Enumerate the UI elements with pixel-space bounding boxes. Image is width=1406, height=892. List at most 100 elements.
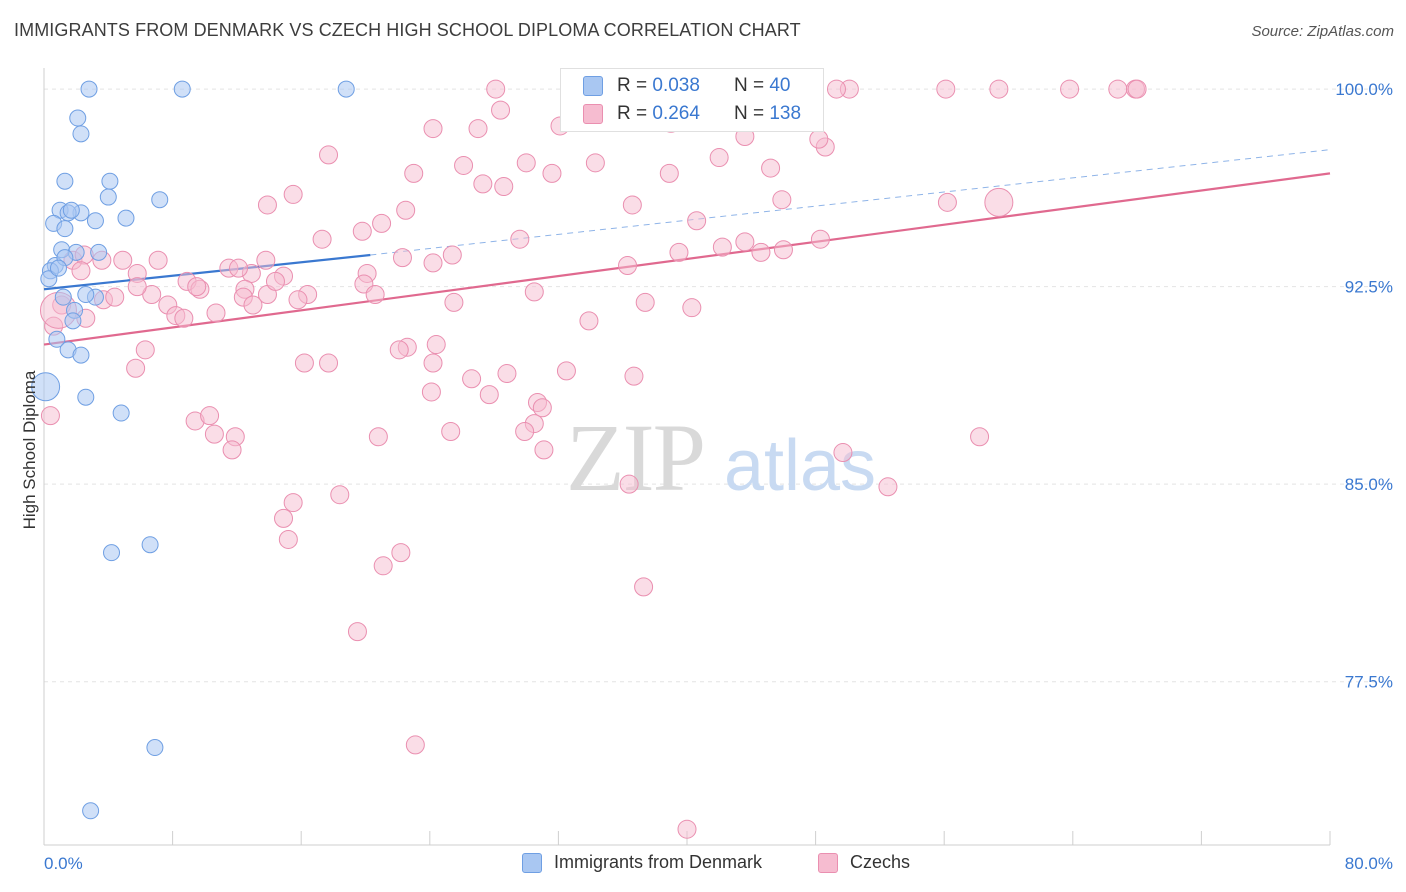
czech-point — [773, 240, 793, 260]
legend-item-denmark[interactable]: Immigrants from Denmark — [522, 852, 762, 873]
czech-point — [392, 248, 412, 268]
czech-point — [510, 229, 530, 249]
czech-point — [1127, 79, 1147, 99]
tick-labels: 77.5% 85.0% 92.5% 100.0% 0.0% 80.0% — [44, 80, 1393, 873]
czech-point — [761, 158, 781, 178]
czech-point — [635, 292, 655, 312]
czech-point — [274, 508, 294, 528]
czech-point — [404, 163, 424, 183]
denmark-points — [31, 80, 355, 820]
czech-point — [810, 229, 830, 249]
czech-point — [454, 155, 474, 175]
czech-point — [516, 153, 536, 173]
denmark-point — [62, 201, 80, 219]
denmark-point — [101, 172, 119, 190]
czech-point — [1108, 79, 1128, 99]
czech-point — [294, 353, 314, 373]
czech-point — [687, 211, 707, 231]
czech-point — [989, 79, 1009, 99]
r-value-czech: 0.264 — [652, 103, 700, 124]
czech-trend-line — [43, 172, 1331, 346]
czech-point — [423, 119, 443, 139]
czech-point — [257, 195, 277, 215]
czech-point — [312, 229, 332, 249]
denmark-trend-extension — [370, 149, 1331, 256]
czech-point — [833, 443, 853, 463]
watermark-zip: ZIP — [566, 404, 704, 511]
czech-point — [372, 213, 392, 233]
x-tick-label: 0.0% — [44, 854, 83, 873]
czech-point — [486, 79, 506, 99]
czech-point — [826, 79, 846, 99]
czech-point — [669, 242, 689, 262]
czech-point — [441, 421, 461, 441]
x-tick-label: 80.0% — [1345, 854, 1393, 873]
czech-point — [174, 308, 194, 328]
denmark-point — [141, 536, 159, 554]
czech-point — [491, 100, 511, 120]
denmark-point — [69, 109, 87, 127]
czech-point — [579, 311, 599, 331]
denmark-point — [40, 270, 58, 288]
denmark-trend-line — [43, 253, 371, 291]
source-label: Source: ZipAtlas.com — [1251, 23, 1394, 40]
chart-title: IMMIGRANTS FROM DENMARK VS CZECH HIGH SC… — [14, 20, 801, 40]
czech-point — [462, 369, 482, 389]
czech-point — [204, 424, 224, 444]
trend-lines — [43, 149, 1331, 346]
czech-point — [206, 303, 226, 323]
denmark-point — [54, 288, 72, 306]
gridlines — [44, 88, 1390, 683]
y-tick-label: 85.0% — [1345, 475, 1393, 494]
czech-point — [187, 277, 207, 297]
denmark-point — [86, 212, 104, 230]
czech-point — [515, 421, 535, 441]
czech-point — [468, 119, 488, 139]
czech-point — [105, 287, 125, 307]
denmark-point — [117, 209, 135, 227]
y-tick-label: 92.5% — [1345, 278, 1393, 297]
czech-point — [497, 364, 517, 384]
czech-point — [619, 474, 639, 494]
czech-point — [622, 195, 642, 215]
czech-point — [772, 190, 792, 210]
czech-point — [265, 271, 285, 291]
czech-point — [319, 353, 339, 373]
bottom-legend: Immigrants from Denmark Czechs — [0, 852, 1406, 878]
czech-point — [127, 277, 147, 297]
czech-point — [735, 232, 755, 252]
legend-item-czech[interactable]: Czechs — [818, 852, 910, 873]
czech-point — [423, 253, 443, 273]
czech-point — [347, 622, 367, 642]
denmark-point — [48, 330, 66, 348]
denmark-point — [31, 372, 61, 402]
czech-point — [809, 129, 829, 149]
czech-point — [473, 174, 493, 194]
n-value-czech: 138 — [769, 103, 802, 124]
czech-legend-swatch — [818, 852, 838, 873]
czech-point — [373, 556, 393, 576]
czech-point — [624, 366, 644, 386]
czech-point — [135, 340, 155, 360]
denmark-point — [99, 188, 117, 206]
czech-point — [556, 361, 576, 381]
stats-row-czech: R = 0.264 N = 138 — [583, 103, 801, 125]
czech-point — [677, 819, 697, 839]
denmark-point — [64, 312, 82, 330]
czech-point — [352, 221, 372, 241]
denmark-point — [77, 388, 95, 406]
czech-point — [278, 529, 298, 549]
czech-point — [229, 258, 249, 278]
czech-point — [634, 577, 654, 597]
r-label: R = — [617, 103, 648, 124]
czech-point — [532, 398, 552, 418]
czech-point — [148, 250, 168, 270]
czech-point — [71, 261, 91, 281]
denmark-point — [103, 544, 121, 562]
czech-point — [936, 79, 956, 99]
czech-swatch — [583, 104, 603, 124]
r-label: R = — [617, 75, 648, 96]
y-tick-label: 77.5% — [1345, 673, 1393, 692]
czech-point — [878, 477, 898, 497]
